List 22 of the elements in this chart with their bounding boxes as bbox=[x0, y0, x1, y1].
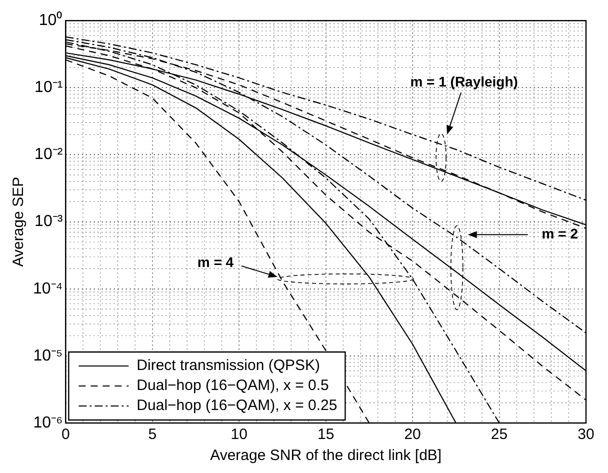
y-tick-label: 10⁻⁴ bbox=[33, 280, 63, 298]
y-axis-title: Average SEP bbox=[10, 176, 28, 267]
x-tick-label: 10 bbox=[230, 426, 248, 444]
x-tick-label: 5 bbox=[148, 426, 157, 444]
x-tick-label: 25 bbox=[490, 426, 508, 444]
y-tick-label: 10⁻⁵ bbox=[33, 347, 63, 364]
legend-label: Dual−hop (16−QAM), x = 0.25 bbox=[136, 397, 338, 414]
y-tick-label: 10⁰ bbox=[38, 11, 63, 30]
x-axis-title: Average SNR of the direct link [dB] bbox=[210, 447, 442, 464]
annotation: m = 4 bbox=[197, 254, 234, 270]
legend-label: Direct transmission (QPSK) bbox=[136, 357, 320, 374]
annotation: m = 1 (Rayleigh) bbox=[410, 73, 518, 90]
x-tick-label: 30 bbox=[578, 426, 594, 444]
y-tick-label: 10⁻⁶ bbox=[33, 414, 63, 432]
y-tick-label: 10⁻¹ bbox=[34, 79, 63, 96]
x-tick-label: 20 bbox=[404, 426, 421, 444]
x-tick-label: 0 bbox=[62, 426, 70, 444]
y-tick-label: 10⁻² bbox=[34, 146, 64, 164]
y-tick-label: 10⁻³ bbox=[34, 213, 64, 230]
legend-label: Dual−hop (16−QAM), x = 0.5 bbox=[136, 377, 329, 394]
annotation: m = 2 bbox=[542, 226, 578, 242]
x-tick-label: 15 bbox=[317, 426, 334, 444]
